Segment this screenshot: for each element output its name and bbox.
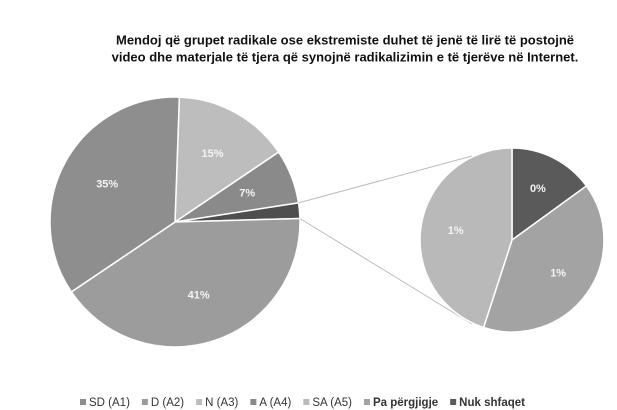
pie-slice: [70, 217, 301, 348]
legend-label: SD (A1): [89, 397, 130, 409]
data-label: 35%: [96, 178, 118, 190]
chart-title: Mendoj që grupet radikale ose ekstremist…: [116, 32, 574, 47]
legend-label: D (A2): [151, 397, 184, 409]
connector: [299, 218, 473, 325]
pie-slice: [49, 96, 181, 293]
legend-swatch: [250, 399, 257, 405]
data-label: 0%: [530, 183, 546, 195]
pie-slice: [174, 96, 280, 224]
legend-label: Pa përgjigje: [373, 397, 438, 409]
legend-label: N (A3): [205, 397, 238, 409]
legend-swatch: [363, 399, 370, 405]
chart-title: video dhe materjale të tjera që synojnë …: [112, 49, 579, 64]
legend-label: SA (A5): [312, 397, 352, 409]
data-label: 1%: [448, 225, 464, 237]
data-label: 1%: [550, 267, 566, 279]
legend-label: Nuk shfaqet: [459, 397, 525, 409]
data-label: 15%: [202, 148, 224, 160]
legend-swatch: [80, 399, 86, 405]
pie-slice: [482, 184, 605, 333]
legend-swatch: [303, 399, 310, 405]
connector: [298, 155, 473, 204]
pie-slice: [419, 147, 513, 329]
pie-slice: [511, 147, 588, 242]
data-label: 7%: [239, 188, 255, 200]
legend-swatch: [141, 399, 148, 405]
legend-label: A (A4): [259, 397, 291, 409]
legend-swatch: [196, 399, 203, 405]
data-label: 41%: [188, 290, 210, 302]
legend-swatch: [450, 399, 457, 405]
